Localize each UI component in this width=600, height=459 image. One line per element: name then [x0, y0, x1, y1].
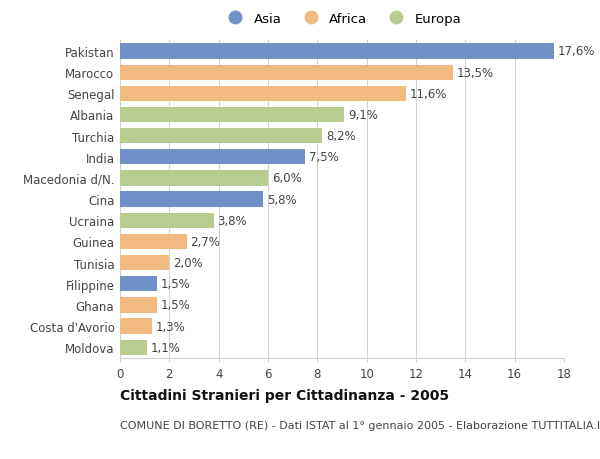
Text: 1,1%: 1,1%	[151, 341, 181, 354]
Bar	[120, 234, 187, 250]
Text: Cittadini Stranieri per Cittadinanza - 2005: Cittadini Stranieri per Cittadinanza - 2…	[120, 388, 449, 402]
Text: 1,5%: 1,5%	[161, 278, 190, 291]
Bar	[120, 65, 453, 81]
Bar	[120, 255, 169, 271]
Bar	[120, 213, 214, 229]
Text: 2,7%: 2,7%	[190, 235, 220, 248]
Bar	[120, 297, 157, 313]
Text: 3,8%: 3,8%	[217, 214, 247, 227]
Text: 9,1%: 9,1%	[348, 109, 378, 122]
Bar	[120, 340, 147, 355]
Bar	[120, 192, 263, 207]
Text: 1,5%: 1,5%	[161, 299, 190, 312]
Legend: Asia, Africa, Europa: Asia, Africa, Europa	[222, 13, 462, 26]
Text: COMUNE DI BORETTO (RE) - Dati ISTAT al 1° gennaio 2005 - Elaborazione TUTTITALIA: COMUNE DI BORETTO (RE) - Dati ISTAT al 1…	[120, 420, 600, 430]
Text: 7,5%: 7,5%	[309, 151, 338, 164]
Bar	[120, 44, 554, 60]
Text: 11,6%: 11,6%	[410, 88, 447, 101]
Bar	[120, 86, 406, 102]
Bar	[120, 276, 157, 292]
Bar	[120, 107, 344, 123]
Bar	[120, 319, 152, 334]
Text: 5,8%: 5,8%	[267, 193, 296, 206]
Text: 13,5%: 13,5%	[457, 67, 494, 79]
Text: 17,6%: 17,6%	[558, 45, 595, 58]
Text: 1,3%: 1,3%	[156, 320, 185, 333]
Text: 6,0%: 6,0%	[272, 172, 301, 185]
Text: 2,0%: 2,0%	[173, 257, 203, 269]
Bar	[120, 171, 268, 186]
Bar	[120, 150, 305, 165]
Bar	[120, 129, 322, 144]
Text: 8,2%: 8,2%	[326, 130, 356, 143]
